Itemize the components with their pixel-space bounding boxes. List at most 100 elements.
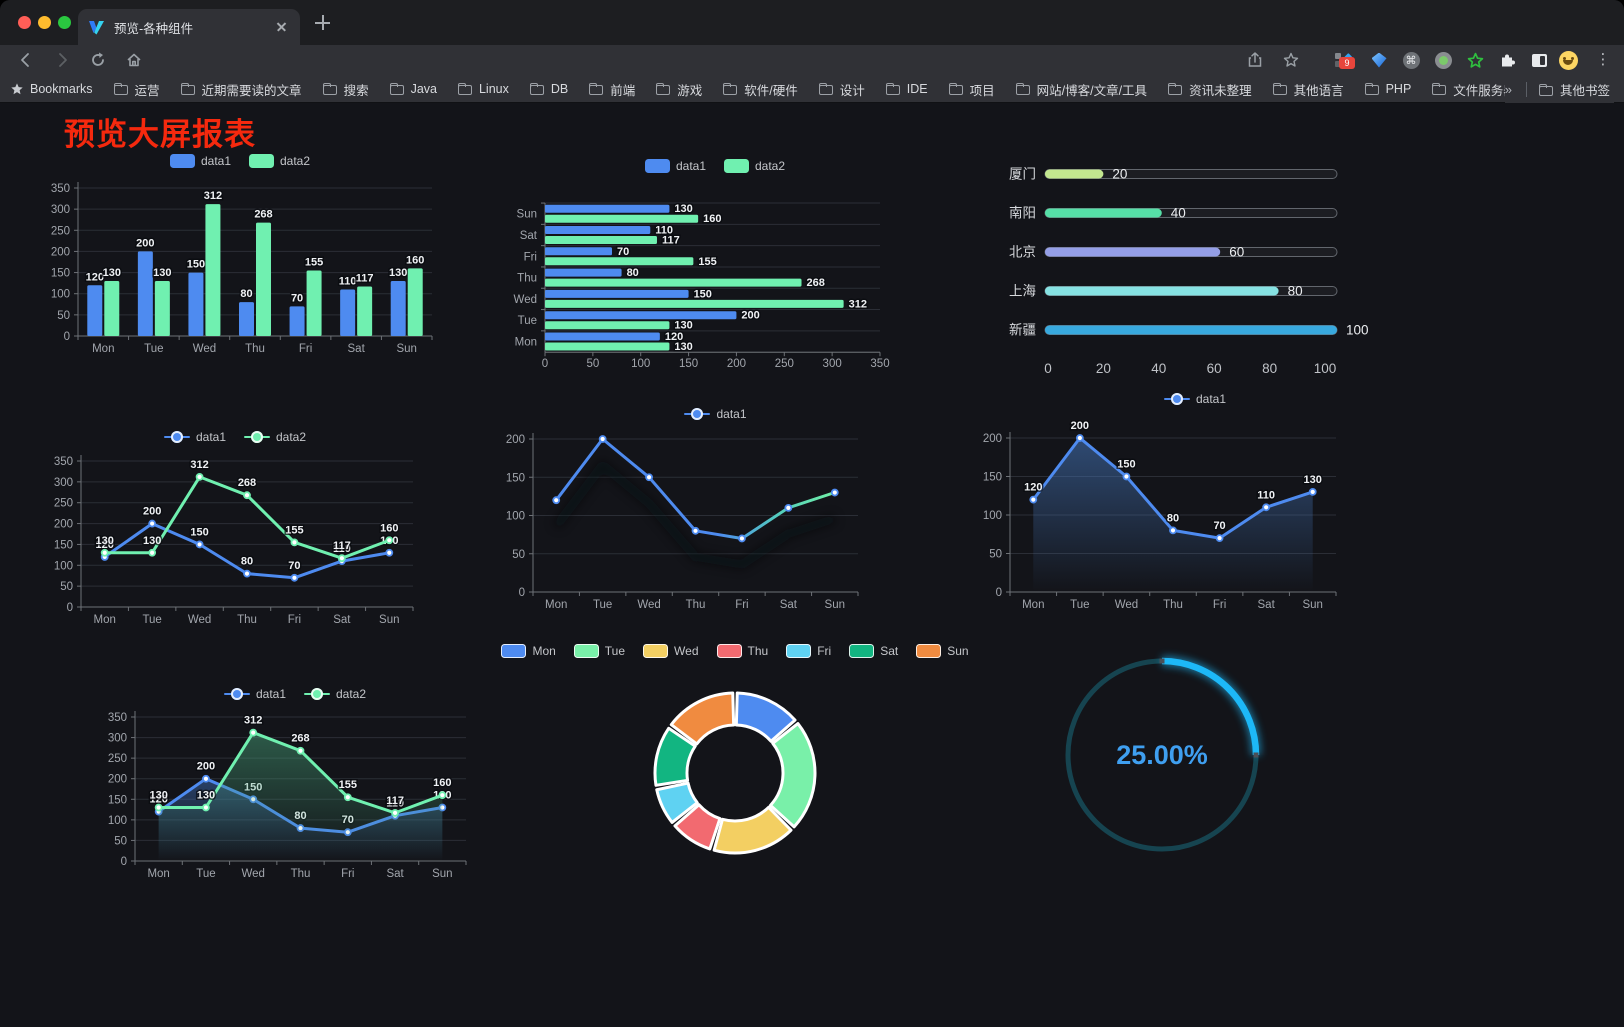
svg-text:160: 160 xyxy=(406,254,424,266)
legend-marker xyxy=(249,154,274,168)
svg-text:Sat: Sat xyxy=(780,599,798,611)
extension-star-icon[interactable] xyxy=(1463,48,1487,72)
bookmark-item[interactable]: 搜索 xyxy=(322,80,369,99)
folder-icon xyxy=(818,83,834,95)
bookmarks-overflow-icon[interactable]: » xyxy=(1504,82,1512,97)
sidebar-icon[interactable] xyxy=(1527,48,1551,72)
svg-text:100: 100 xyxy=(1346,323,1369,338)
legend-item[interactable]: Tue xyxy=(573,644,625,658)
folder-icon xyxy=(389,83,405,95)
svg-text:Sun: Sun xyxy=(379,614,399,626)
svg-text:130: 130 xyxy=(96,535,114,547)
bookmark-item[interactable]: 网站/博客/文章/工具 xyxy=(1015,80,1147,99)
legend-item[interactable]: Sat xyxy=(849,644,898,658)
bookmark-item[interactable]: 游戏 xyxy=(656,80,702,99)
legend-marker xyxy=(1163,393,1190,405)
area-two-chart[interactable]: 0 50 100 150 200 250 300 350 Mon Tue Wed Thu Fri Sat S… xyxy=(105,703,485,893)
bookmark-item[interactable]: 前端 xyxy=(589,80,635,99)
legend-item[interactable]: data1 xyxy=(644,159,706,173)
legend-item[interactable]: Wed xyxy=(643,644,699,658)
back-icon[interactable] xyxy=(14,48,38,72)
svg-text:Sat: Sat xyxy=(520,230,538,242)
bookmark-item[interactable]: Linux xyxy=(457,80,509,99)
close-window-button[interactable] xyxy=(18,16,31,29)
extension-command-icon[interactable]: ⌘ xyxy=(1399,48,1423,72)
extension-grid-icon[interactable]: 9 xyxy=(1330,48,1355,72)
bookmark-item[interactable]: 其他语言 xyxy=(1272,80,1344,99)
legend-item[interactable]: Sun xyxy=(916,644,969,658)
forward-icon[interactable] xyxy=(50,48,74,72)
legend-item[interactable]: data2 xyxy=(249,154,310,168)
legend-marker xyxy=(716,644,742,658)
bookmark-item[interactable]: 资讯未整理 xyxy=(1168,80,1252,99)
svg-text:Fri: Fri xyxy=(288,614,301,626)
profile-avatar[interactable] xyxy=(1556,48,1580,72)
bookmark-item[interactable]: 近期需要读的文章 xyxy=(180,80,302,99)
city-progress-chart[interactable]: 厦门 20 南阳 40 北京 60 上海 80 新疆 100 0 20 40 60 80 100 xyxy=(990,155,1390,380)
svg-text:120: 120 xyxy=(96,539,114,551)
legend-item[interactable]: Thu xyxy=(716,644,768,658)
legend-item[interactable]: data1 xyxy=(223,687,286,701)
legend-item[interactable]: data1 xyxy=(169,154,231,168)
legend-item[interactable]: data2 xyxy=(244,430,306,444)
bar-grouped-chart[interactable]: 0 50 100 150 200 250 300 350 Mon Tue Wed Thu Fri Sat S… xyxy=(40,168,440,368)
share-icon[interactable] xyxy=(1243,48,1267,72)
zoom-window-button[interactable] xyxy=(58,16,71,29)
bookmark-item[interactable]: 运营 xyxy=(113,80,160,99)
svg-text:Wed: Wed xyxy=(514,294,537,306)
bookmark-item[interactable]: 设计 xyxy=(818,80,865,99)
svg-text:200: 200 xyxy=(197,761,215,773)
svg-text:Sat: Sat xyxy=(386,868,404,880)
legend-marker xyxy=(223,688,250,700)
extension-gem-icon[interactable] xyxy=(1367,48,1391,72)
browser-tab[interactable]: 预览-各种组件 xyxy=(78,9,300,45)
bookmark-item[interactable]: Java xyxy=(389,80,437,99)
reload-icon[interactable] xyxy=(86,48,110,72)
bookmark-item[interactable]: 项目 xyxy=(948,80,995,99)
svg-text:350: 350 xyxy=(870,358,889,370)
tab-close-icon[interactable] xyxy=(274,19,290,35)
legend-item[interactable]: data2 xyxy=(724,159,785,173)
svg-text:60: 60 xyxy=(1229,245,1244,260)
legend-item[interactable]: data1 xyxy=(684,407,747,421)
area-two-legend: data1 data2 xyxy=(105,686,485,702)
bookmark-star-icon[interactable] xyxy=(1279,48,1303,72)
svg-text:150: 150 xyxy=(1117,459,1135,471)
bookmark-item[interactable]: PHP xyxy=(1364,80,1411,99)
legend-item[interactable]: data2 xyxy=(304,687,366,701)
svg-text:250: 250 xyxy=(51,225,70,237)
svg-text:Wed: Wed xyxy=(1115,599,1138,611)
bookmark-item[interactable]: 文件服务器 xyxy=(1432,80,1516,99)
legend-item[interactable]: Mon xyxy=(501,644,556,658)
svg-text:20: 20 xyxy=(1096,361,1111,376)
donut-chart[interactable] xyxy=(645,685,825,865)
svg-text:200: 200 xyxy=(983,433,1002,445)
bookmarks-root[interactable]: Bookmarks xyxy=(10,82,93,96)
extension-record-icon[interactable] xyxy=(1431,48,1455,72)
folder-icon xyxy=(1015,83,1031,95)
menu-dots-icon[interactable]: ⋮ xyxy=(1595,51,1611,68)
new-tab-button[interactable] xyxy=(315,15,330,30)
legend-item[interactable]: data1 xyxy=(163,430,226,444)
svg-text:120: 120 xyxy=(665,331,683,343)
line-two-chart[interactable]: 0 50 100 150 200 250 300 350 Mon Tue Wed Thu Fri Sat S… xyxy=(45,445,425,635)
line-gradient-chart[interactable]: 0 50 100 150 200 Mon Tue Wed Thu Fri Sat Sun xyxy=(506,425,923,611)
legend-marker xyxy=(501,644,527,658)
area-single-chart[interactable]: 0 50 100 150 200 Mon Tue Wed Thu Fri Sat Sun 120 200 1… xyxy=(983,403,1405,613)
bookmark-item[interactable]: DB xyxy=(529,80,568,99)
home-icon[interactable] xyxy=(122,48,146,72)
gauge-chart[interactable]: 25.00% xyxy=(1062,655,1262,855)
legend-item[interactable]: data1 xyxy=(1163,392,1226,406)
minimize-window-button[interactable] xyxy=(38,16,51,29)
svg-text:Mon: Mon xyxy=(147,868,169,880)
svg-text:200: 200 xyxy=(136,237,154,249)
other-bookmarks[interactable]: 其他书签 xyxy=(1538,80,1610,99)
svg-text:110: 110 xyxy=(655,225,673,237)
bookmark-item[interactable]: IDE xyxy=(885,80,928,99)
bar-grouped-legend: data1 data2 xyxy=(40,153,440,169)
legend-item[interactable]: Fri xyxy=(786,644,831,658)
bookmark-item[interactable]: 软件/硬件 xyxy=(723,80,798,99)
extensions-puzzle-icon[interactable] xyxy=(1495,48,1519,72)
svg-text:100: 100 xyxy=(506,511,525,523)
